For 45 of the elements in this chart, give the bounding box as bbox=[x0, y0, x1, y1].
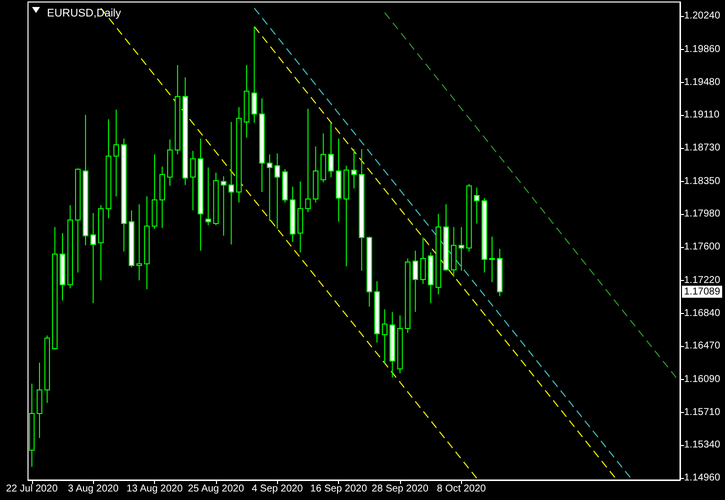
x-tick-label: 8 Oct 2020 bbox=[436, 484, 486, 494]
y-tick-label: 1.19110 bbox=[684, 109, 720, 120]
y-tick-label: 1.14960 bbox=[684, 472, 721, 484]
y-tick-label: 1.17980 bbox=[684, 208, 721, 220]
candlestick bbox=[36, 362, 42, 438]
y-tick-label: 1.20240 bbox=[684, 10, 721, 22]
y-tick-label: 1.17600 bbox=[684, 242, 721, 253]
y-tick-label: 1.18730 bbox=[684, 142, 721, 154]
y-tick-label: 1.15710 bbox=[684, 407, 721, 418]
candlestick bbox=[328, 122, 334, 178]
candlestick bbox=[190, 150, 196, 211]
y-tick-label: 1.16840 bbox=[684, 308, 721, 320]
x-tick-label: 25 Aug 2020 bbox=[188, 484, 244, 494]
y-tick-label: 1.16470 bbox=[684, 340, 721, 352]
candlestick bbox=[474, 187, 480, 224]
candlestick bbox=[274, 152, 280, 230]
candlestick bbox=[113, 109, 120, 197]
candlestick bbox=[266, 154, 272, 222]
y-tick-label: 1.17220 bbox=[684, 274, 721, 286]
candlestick bbox=[412, 250, 418, 312]
candlestick bbox=[382, 308, 388, 364]
y-tick-label: 1.19480 bbox=[684, 77, 721, 88]
text: EURUSD,Daily bbox=[47, 8, 122, 20]
y-tick-label: 1.15340 bbox=[684, 439, 721, 450]
candlestick bbox=[228, 121, 234, 245]
y-tick-label: 1.18350 bbox=[684, 176, 721, 187]
x-tick-label: 16 Sep 2020 bbox=[310, 484, 368, 494]
candlestick bbox=[305, 108, 311, 213]
candlestick bbox=[420, 237, 426, 284]
x-tick-label: 3 Aug 2020 bbox=[68, 484, 119, 494]
candlestick bbox=[251, 26, 258, 124]
x-tick-label: 4 Sep 2020 bbox=[252, 484, 304, 494]
text: 1.17089 bbox=[684, 286, 721, 298]
x-tick-label: 28 Sep 2020 bbox=[372, 484, 429, 494]
x-tick-label: 22 Jul 2020 bbox=[6, 484, 58, 494]
candlestick bbox=[458, 226, 464, 272]
candlestick bbox=[90, 212, 96, 304]
candlestick bbox=[205, 166, 212, 226]
y-tick-label: 1.16090 bbox=[684, 374, 721, 385]
candlestick bbox=[351, 148, 357, 189]
x-tick-label: 13 Aug 2020 bbox=[126, 484, 184, 494]
candlestick bbox=[136, 204, 142, 281]
candlestick bbox=[489, 236, 495, 283]
y-tick-label: 1.19860 bbox=[684, 44, 721, 55]
candlestick bbox=[220, 176, 226, 236]
